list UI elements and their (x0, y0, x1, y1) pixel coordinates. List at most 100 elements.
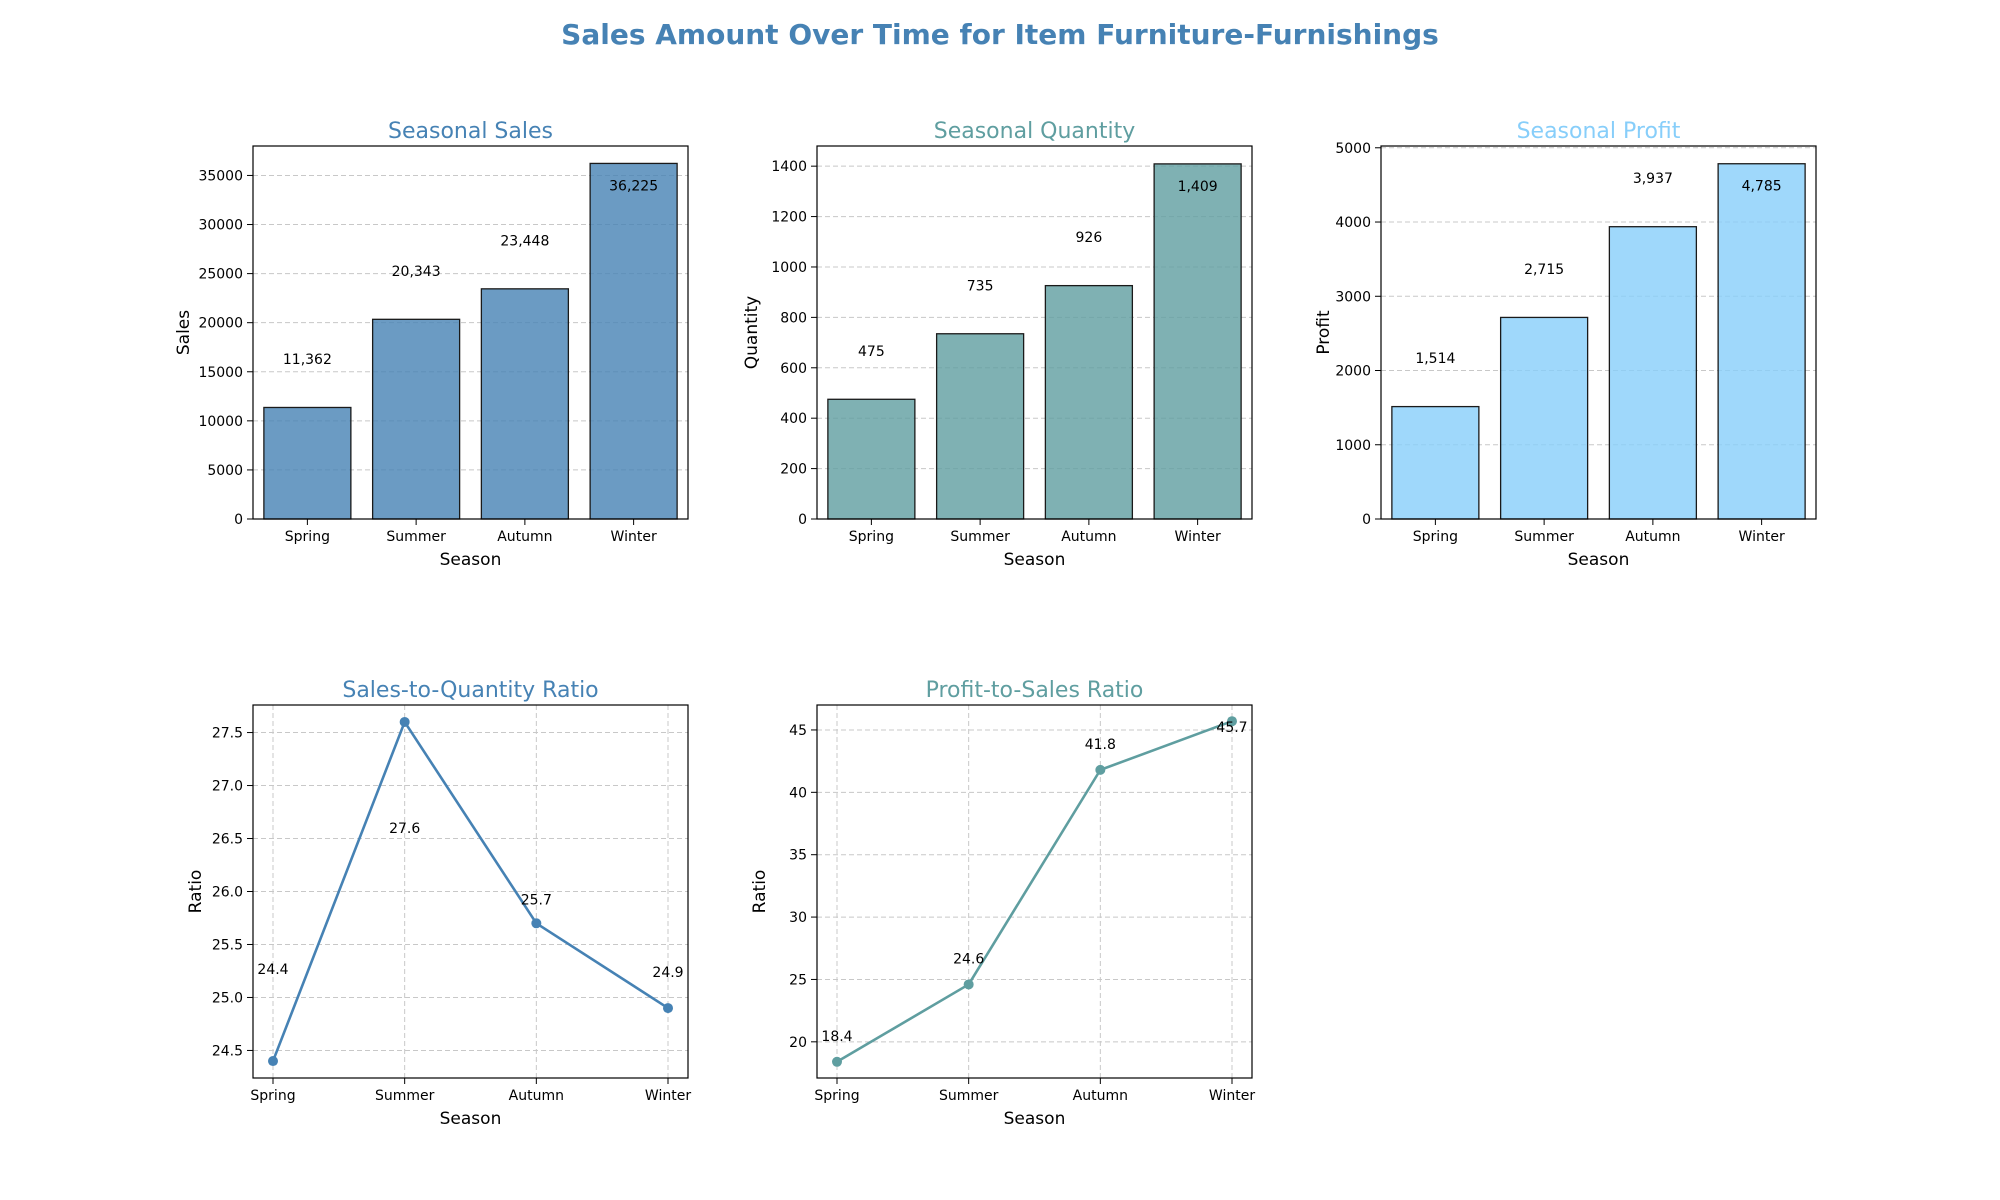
x-tick-label: Autumn (1061, 529, 1116, 545)
data-label: 18.4 (821, 1029, 852, 1045)
x-axis-label: Season (440, 1109, 502, 1129)
bar-winter (1153, 163, 1242, 520)
y-tick-label: 5000 (207, 463, 243, 479)
y-tick-label: 30 (789, 910, 807, 926)
data-point-autumn (1095, 764, 1106, 775)
y-tick-label: 15000 (198, 365, 243, 381)
x-tick-label: Winter (611, 529, 657, 545)
series-line (271, 720, 669, 1062)
y-tick-label: 1000 (771, 260, 807, 276)
bar-autumn (480, 288, 570, 520)
data-label: 926 (1076, 230, 1103, 246)
y-tick-label: 400 (780, 411, 807, 427)
y-axis-label: Ratio (186, 870, 206, 914)
bar-winter (1717, 163, 1806, 520)
data-point-spring (832, 1056, 842, 1067)
chart-panel-5: 20 25 30 35 40 45 18.4 24.6 41.8 45.7 Spring Summer… (750, 678, 1255, 1129)
data-label: 45.7 (1216, 720, 1247, 736)
axes-frame (252, 145, 689, 520)
y-tick-label: 4000 (1335, 215, 1371, 231)
x-tick-label: Spring (285, 529, 330, 545)
y-axis-label: Profit (1314, 310, 1334, 355)
y-tick-label: 25.5 (212, 937, 243, 953)
y-tick-label: 24.5 (212, 1043, 243, 1059)
y-tick-label: 0 (234, 512, 243, 528)
chart-title: Seasonal Quantity (934, 119, 1136, 144)
data-label: 4,785 (1742, 179, 1782, 195)
y-tick-label: 600 (780, 361, 807, 377)
y-tick-label: 35000 (198, 168, 243, 184)
y-tick-label: 20000 (198, 316, 243, 332)
figure-title: Sales Amount Over Time for Item Furnitur… (561, 18, 1439, 51)
y-axis-label: Ratio (750, 870, 770, 914)
x-axis-label: Season (1568, 550, 1630, 570)
y-tick-label: 40 (789, 785, 807, 801)
chart-panel-2: 0 200 400 600 800 1000 1200 1400 475 735 926 1,409 S… (742, 119, 1253, 570)
bar-spring (263, 406, 352, 520)
y-tick-label: 26.0 (212, 885, 243, 901)
chart-title: Seasonal Sales (388, 119, 553, 144)
chart-panel-3: 0 1000 2000 3000 4000 5000 1,514 2,715 3,937 4,78… (1314, 119, 1817, 570)
data-label: 475 (858, 344, 885, 360)
axes-frame (252, 704, 689, 1079)
y-tick-label: 45 (789, 723, 807, 739)
x-axis-label: Season (1004, 1109, 1066, 1129)
series-line (836, 719, 1233, 1063)
x-tick-label: Autumn (509, 1088, 564, 1104)
data-point-summer (399, 716, 410, 727)
y-tick-label: 27.5 (212, 726, 243, 742)
x-axis-label: Season (440, 550, 502, 570)
x-tick-label: Summer (375, 1088, 435, 1104)
data-point-spring (268, 1056, 278, 1067)
y-axis-label: Sales (174, 310, 194, 355)
chart-title: Seasonal Profit (1517, 119, 1681, 144)
y-tick-label: 25.0 (212, 990, 243, 1006)
bar-spring (827, 398, 916, 520)
y-tick-label: 27.0 (212, 779, 243, 795)
x-tick-label: Summer (386, 529, 446, 545)
data-label: 41.8 (1085, 737, 1116, 753)
chart-panel-4: 24.5 25.0 25.5 26.0 26.5 27.0 27.5 24.4 27.6 25.7… (186, 678, 691, 1129)
y-tick-label: 1000 (1335, 438, 1371, 454)
x-tick-label: Winter (645, 1088, 691, 1104)
data-label: 2,715 (1524, 262, 1564, 278)
y-tick-label: 3000 (1335, 289, 1371, 305)
axes-frame (1380, 145, 1817, 520)
x-tick-label: Winter (1209, 1088, 1255, 1104)
x-tick-label: Autumn (1625, 529, 1680, 545)
x-tick-label: Summer (950, 529, 1010, 545)
data-label: 11,362 (283, 352, 332, 368)
y-tick-label: 25000 (198, 267, 243, 283)
chart-title: Profit-to-Sales Ratio (926, 678, 1144, 703)
y-tick-label: 10000 (198, 414, 243, 430)
data-label: 1,514 (1415, 351, 1455, 367)
axes-frame (816, 704, 1253, 1079)
y-tick-label: 5000 (1335, 141, 1371, 157)
y-tick-label: 0 (1362, 512, 1371, 528)
bar-summer (371, 318, 461, 520)
data-point-summer (963, 979, 974, 990)
data-label: 1,409 (1178, 179, 1218, 195)
data-point-autumn (531, 918, 542, 929)
y-axis-label: Quantity (742, 296, 762, 369)
x-tick-label: Winter (1175, 529, 1221, 545)
y-tick-label: 25 (789, 972, 807, 988)
data-label: 735 (967, 278, 994, 294)
chart-panel-1: 0 5000 10000 15000 20000 25000 30000 35000 11,36… (174, 119, 689, 570)
data-label: 24.4 (257, 962, 288, 978)
data-label: 20,343 (392, 264, 441, 280)
y-tick-label: 200 (780, 462, 807, 478)
x-tick-label: Autumn (1073, 1088, 1128, 1104)
y-tick-label: 35 (789, 848, 807, 864)
chart-title: Sales-to-Quantity Ratio (342, 678, 598, 703)
y-tick-label: 30000 (198, 218, 243, 234)
y-tick-label: 2000 (1335, 364, 1371, 380)
x-tick-label: Autumn (497, 529, 552, 545)
bar-autumn (1608, 226, 1698, 520)
data-label: 24.9 (652, 965, 683, 981)
data-label: 25.7 (521, 892, 552, 908)
y-tick-label: 20 (789, 1035, 807, 1051)
x-tick-label: Spring (849, 529, 894, 545)
x-tick-label: Spring (250, 1088, 295, 1104)
